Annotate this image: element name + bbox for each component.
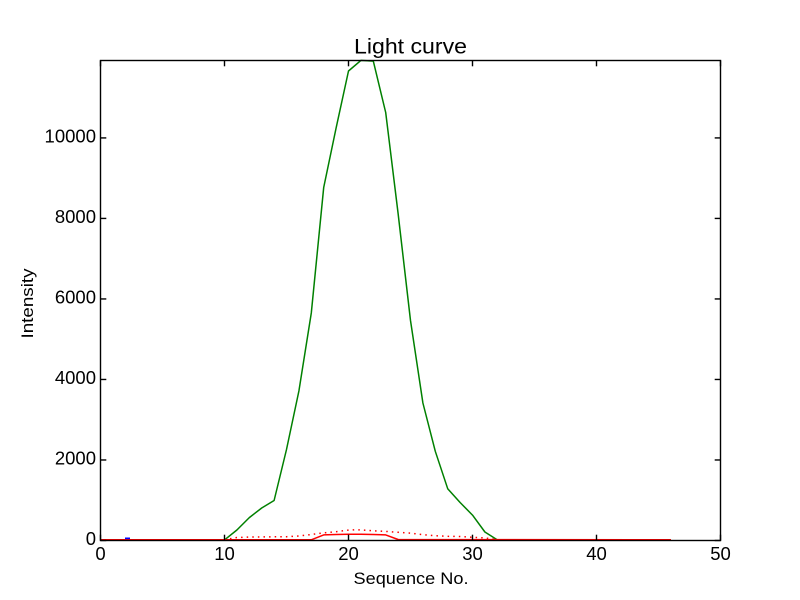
svg-text:50: 50 [710, 543, 731, 564]
svg-text:Light curve: Light curve [354, 36, 467, 59]
svg-text:30: 30 [462, 543, 483, 564]
svg-text:10: 10 [214, 543, 235, 564]
svg-text:6000: 6000 [55, 286, 96, 307]
svg-text:4000: 4000 [55, 367, 96, 388]
svg-text:0: 0 [86, 528, 96, 549]
svg-text:0: 0 [95, 543, 105, 564]
svg-text:40: 40 [586, 543, 607, 564]
svg-text:2000: 2000 [55, 447, 96, 468]
svg-text:Intensity: Intensity [18, 268, 37, 339]
svg-text:20: 20 [338, 543, 359, 564]
svg-text:Sequence No.: Sequence No. [354, 569, 469, 588]
svg-text:10000: 10000 [45, 125, 96, 146]
svg-text:8000: 8000 [55, 206, 96, 227]
